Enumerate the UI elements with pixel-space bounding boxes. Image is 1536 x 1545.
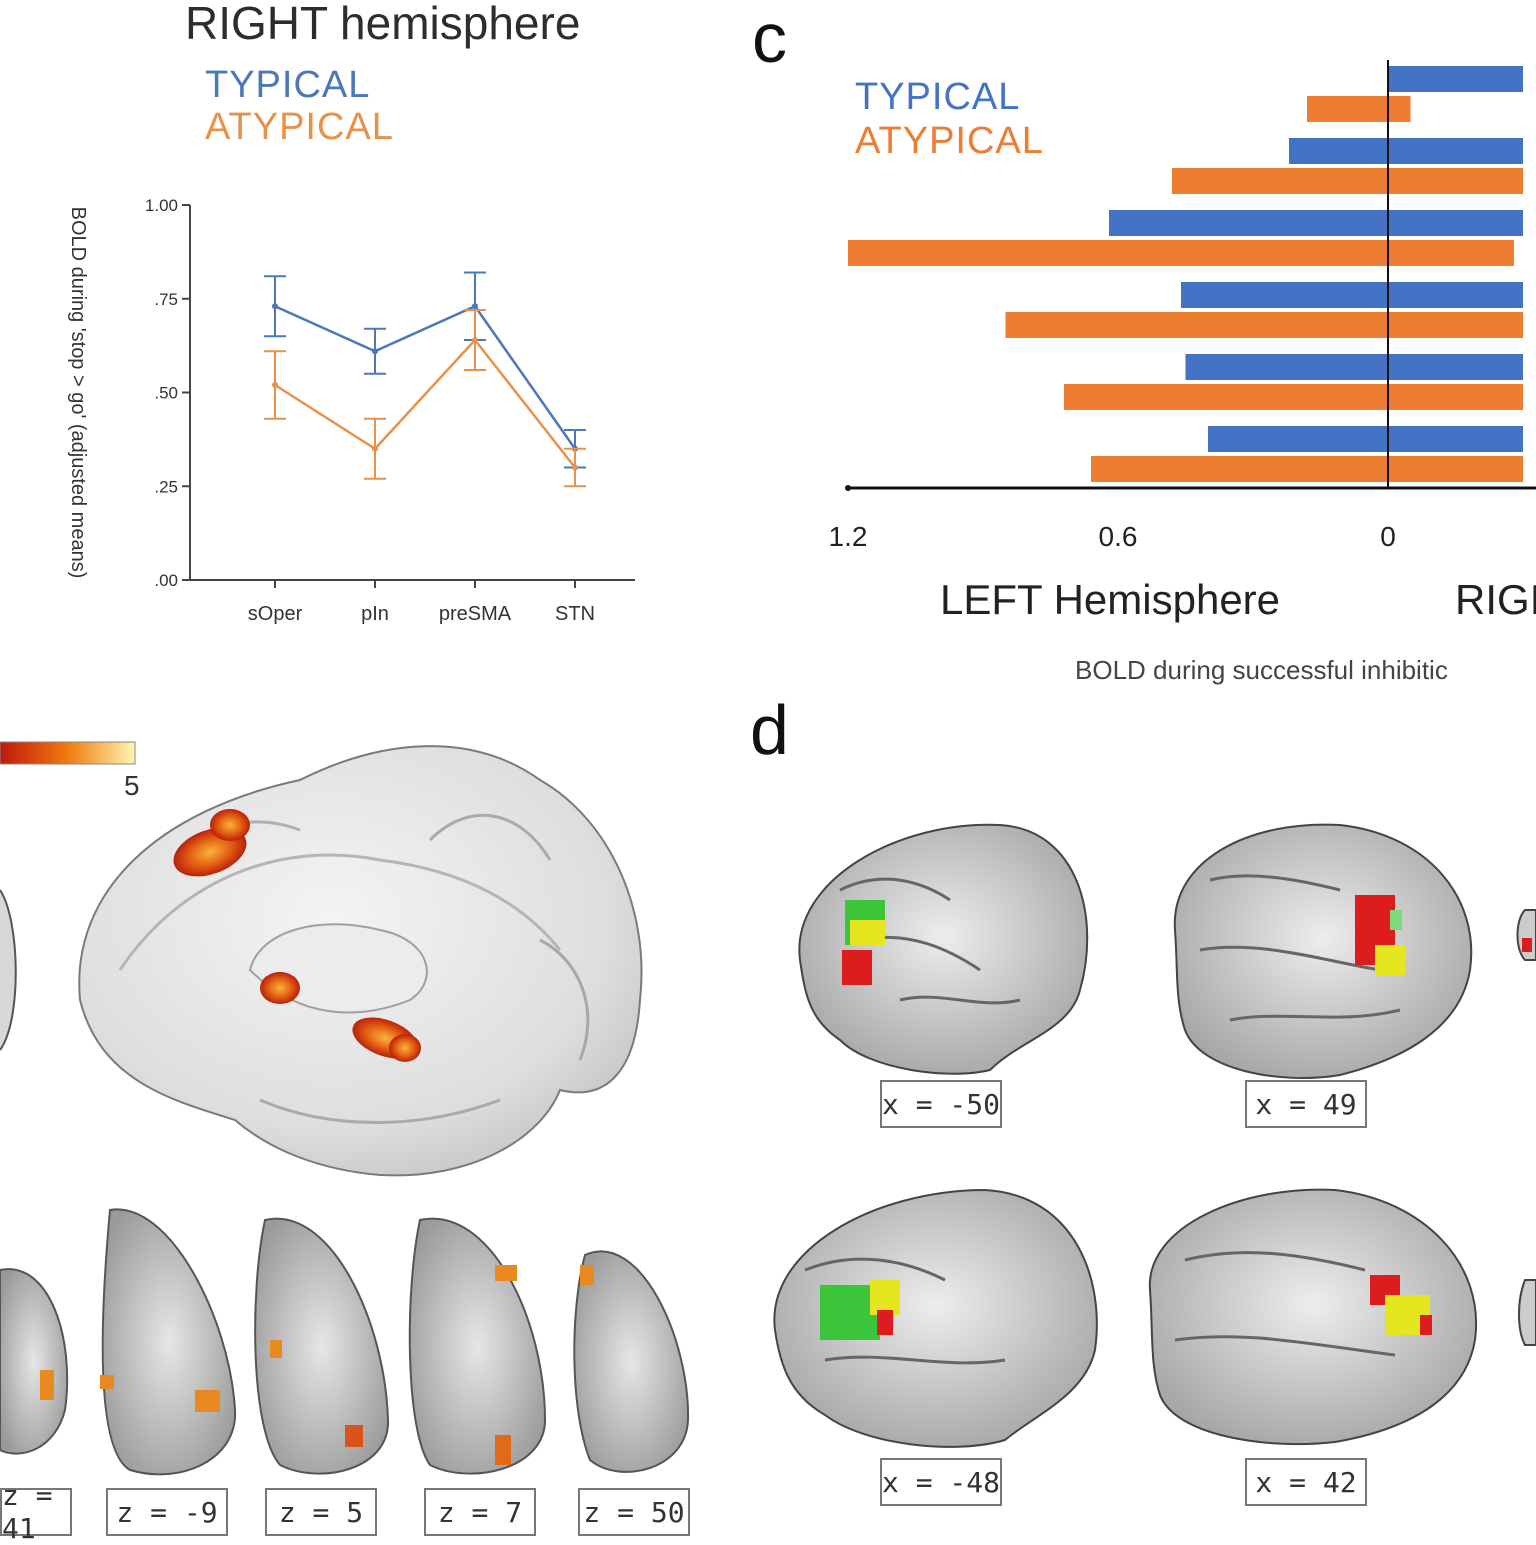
data-point (472, 337, 478, 343)
series-line-atypical (274, 338, 576, 469)
sagittal-slices-top (798, 823, 1536, 1079)
data-point (372, 445, 378, 452)
panel-b-title: RIGHT hemisphere (185, 0, 581, 49)
bar-typical (1181, 282, 1523, 308)
line-chart: 1.00 .75 .50 .25 .00 sOper pIn preSMA STN BOLD du… (67, 196, 635, 625)
data-point (372, 348, 378, 355)
medial-brain-image (0, 745, 643, 1177)
x-tick-label: sOper (248, 603, 303, 625)
bar-chart-caption: BOLD during successful inhibitic (1075, 655, 1448, 685)
series-line-typical (274, 304, 577, 450)
panel-c-legend-atypical: ATYPICAL (855, 120, 1044, 162)
slice-label-x42: x = 42 (1245, 1458, 1367, 1506)
x-tick-label: 0.6 (1099, 521, 1138, 552)
bar-atypical (1172, 168, 1523, 194)
panel-c-legend-typical: TYPICAL (855, 76, 1021, 118)
bar-atypical (1064, 384, 1523, 410)
colorbar (0, 741, 136, 765)
bar-typical (1289, 138, 1523, 164)
panel-c-letter: c (752, 0, 787, 77)
slice-label-x-48: x = -48 (880, 1458, 1002, 1506)
x-tick-label: 0 (1380, 521, 1396, 552)
y-tick-label: 1.00 (145, 196, 178, 215)
slice-label-z41: z = 41 (0, 1479, 72, 1545)
bar-chart: 1.2 0.6 0 (829, 60, 1536, 552)
x-tick-label: pIn (361, 603, 389, 625)
bar-typical (1388, 66, 1523, 92)
bar-atypical (1005, 312, 1523, 338)
y-tick-label: .50 (154, 384, 178, 403)
slice-label-x-50: x = -50 (880, 1080, 1002, 1128)
left-hemisphere-label: LEFT Hemisphere (940, 576, 1281, 623)
slice-label-z50: z = 50 (578, 1488, 690, 1536)
panel-b-legend-typical: TYPICAL (205, 64, 371, 106)
sagittal-slices-bottom (773, 1188, 1536, 1448)
slice-label-z7: z = 7 (424, 1488, 536, 1536)
colorbar-max-label: 5 (124, 770, 140, 801)
panel-b-legend-atypical: ATYPICAL (205, 106, 394, 148)
axial-slices-image (0, 1208, 690, 1476)
bar-typical (1208, 426, 1523, 452)
y-tick-label: .75 (154, 290, 178, 309)
y-axis-label: BOLD during 'stop > go' (adjusted means) (67, 207, 89, 579)
bar-atypical (1091, 456, 1523, 482)
data-point (472, 303, 478, 310)
x-tick-label: preSMA (439, 603, 512, 625)
y-tick-label: .25 (154, 477, 178, 496)
slice-label-z-9: z = -9 (106, 1488, 228, 1536)
bar-typical (1185, 354, 1523, 380)
bar-atypical (1307, 96, 1411, 122)
axis-end (845, 485, 851, 491)
data-point (272, 303, 278, 310)
slice-label-z5: z = 5 (265, 1488, 377, 1536)
data-point (572, 464, 578, 471)
x-tick-label: 1.2 (829, 521, 868, 552)
panel-d-letter: d (750, 691, 789, 769)
slice-label-x49: x = 49 (1245, 1080, 1367, 1128)
data-point (272, 382, 278, 388)
y-tick-label: .00 (154, 571, 178, 590)
bar-typical (1109, 210, 1523, 236)
right-hemisphere-label: RIGI (1455, 576, 1536, 623)
x-tick-label: STN (555, 603, 595, 625)
bar-atypical (848, 240, 1514, 266)
